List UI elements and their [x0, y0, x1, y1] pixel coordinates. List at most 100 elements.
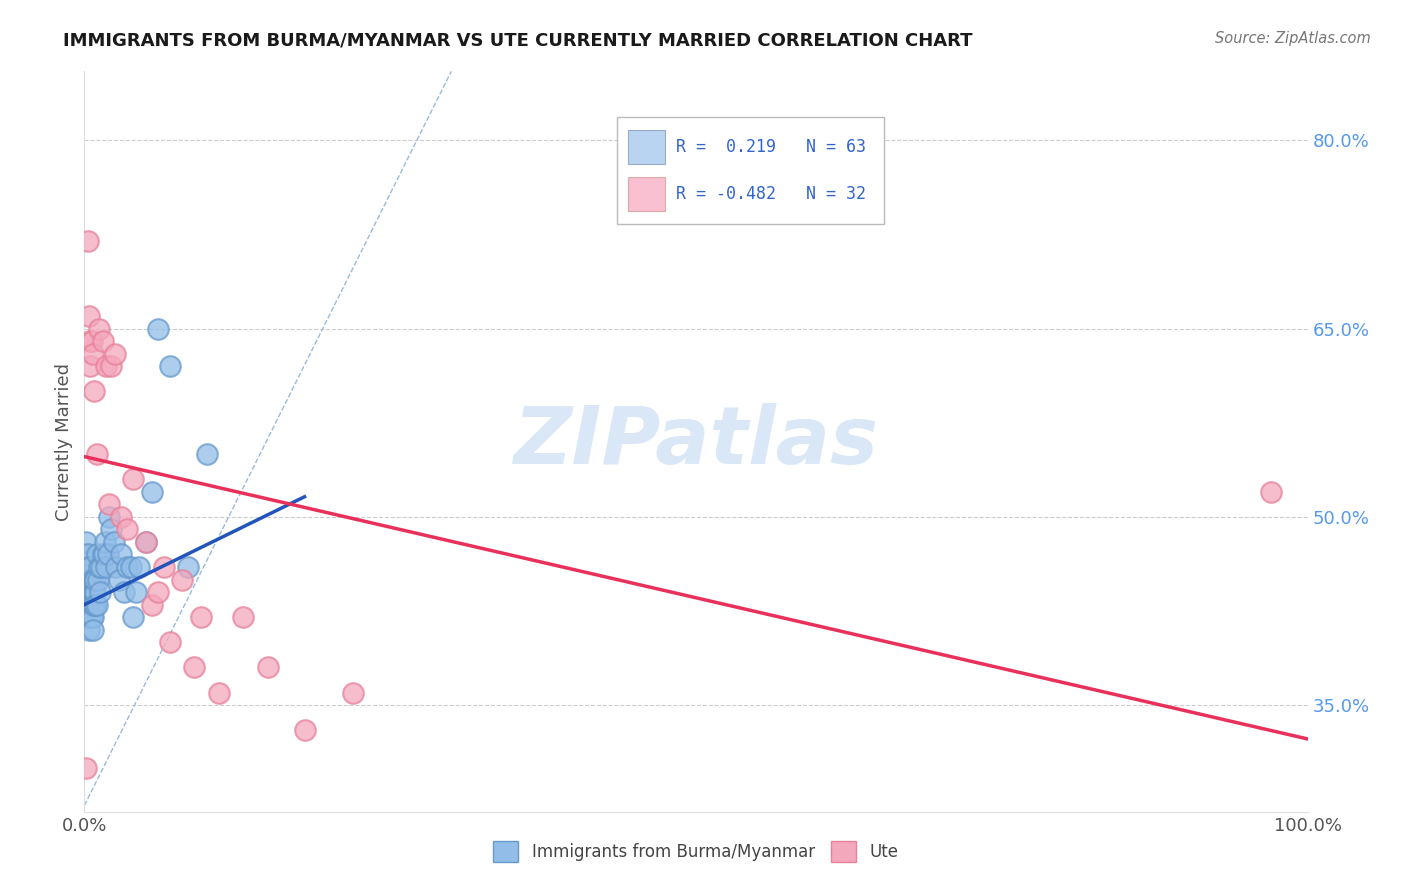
Point — [77, 623, 100, 637]
Point — [77, 573, 100, 587]
Point — [77, 598, 100, 612]
Point — [86, 447, 108, 461]
Point — [135, 535, 157, 549]
Point — [115, 522, 138, 536]
Point — [75, 761, 97, 775]
Point — [146, 585, 169, 599]
Point — [82, 610, 104, 624]
Point — [84, 598, 107, 612]
Point — [77, 234, 100, 248]
Point — [94, 535, 117, 549]
Point — [172, 573, 194, 587]
Point — [73, 573, 96, 587]
Point — [120, 560, 142, 574]
Point — [82, 598, 104, 612]
Point — [84, 573, 107, 587]
Point — [190, 610, 212, 624]
Point — [97, 548, 120, 562]
Point — [87, 321, 110, 335]
Point — [77, 610, 100, 624]
Point — [93, 548, 115, 562]
Point — [79, 585, 101, 599]
Point — [77, 610, 100, 624]
Text: Source: ZipAtlas.com: Source: ZipAtlas.com — [1215, 31, 1371, 46]
Point — [80, 334, 103, 348]
Point — [80, 585, 103, 599]
Point — [342, 685, 364, 699]
Point — [83, 598, 105, 612]
Point — [77, 548, 100, 562]
Point — [294, 723, 316, 738]
Text: R =  0.219   N = 63: R = 0.219 N = 63 — [676, 138, 866, 156]
Text: R = -0.482   N = 32: R = -0.482 N = 32 — [676, 185, 866, 203]
Point — [79, 334, 101, 348]
Point — [141, 598, 163, 612]
Point — [257, 660, 280, 674]
Point — [110, 548, 132, 562]
Point — [80, 598, 103, 612]
Point — [79, 598, 101, 612]
Point — [183, 660, 205, 674]
Y-axis label: Currently Married: Currently Married — [55, 362, 73, 521]
Point — [153, 560, 176, 574]
Point — [77, 560, 100, 574]
Point — [83, 384, 105, 399]
Point — [100, 522, 122, 536]
Point — [177, 560, 200, 574]
Point — [232, 610, 254, 624]
Point — [75, 598, 97, 612]
Point — [107, 573, 129, 587]
Point — [84, 585, 107, 599]
Point — [1260, 484, 1282, 499]
Point — [87, 560, 110, 574]
Point — [77, 309, 100, 323]
Point — [82, 585, 104, 599]
Point — [125, 585, 148, 599]
Point — [195, 447, 218, 461]
Point — [105, 560, 128, 574]
Point — [115, 560, 138, 574]
Point — [79, 359, 101, 374]
Point — [87, 573, 110, 587]
Point — [128, 560, 150, 574]
Point — [77, 598, 100, 612]
Point — [75, 535, 97, 549]
Point — [110, 509, 132, 524]
Point — [159, 359, 181, 374]
Text: IMMIGRANTS FROM BURMA/MYANMAR VS UTE CURRENTLY MARRIED CORRELATION CHART: IMMIGRANTS FROM BURMA/MYANMAR VS UTE CUR… — [63, 31, 973, 49]
Legend: Immigrants from Burma/Myanmar, Ute: Immigrants from Burma/Myanmar, Ute — [485, 833, 907, 870]
Point — [80, 573, 103, 587]
Point — [96, 560, 118, 574]
Point — [96, 359, 118, 374]
Point — [159, 635, 181, 649]
Point — [112, 585, 135, 599]
Point — [80, 610, 103, 624]
Point — [83, 585, 105, 599]
Point — [77, 585, 100, 599]
Point — [82, 347, 104, 361]
Point — [122, 472, 145, 486]
Point — [79, 610, 101, 624]
Point — [89, 585, 111, 599]
Point — [73, 548, 96, 562]
Point — [82, 623, 104, 637]
Point — [91, 334, 114, 348]
Point — [79, 573, 101, 587]
Point — [97, 497, 120, 511]
Point — [122, 610, 145, 624]
Point — [146, 321, 169, 335]
Point — [103, 535, 125, 549]
Point — [135, 535, 157, 549]
Point — [86, 548, 108, 562]
Point — [104, 347, 127, 361]
Point — [86, 598, 108, 612]
Point — [97, 509, 120, 524]
Point — [208, 685, 231, 699]
Point — [91, 548, 114, 562]
Point — [76, 585, 98, 599]
Point — [79, 560, 101, 574]
Point — [141, 484, 163, 499]
Text: ZIPatlas: ZIPatlas — [513, 402, 879, 481]
Point — [76, 560, 98, 574]
Point — [100, 359, 122, 374]
